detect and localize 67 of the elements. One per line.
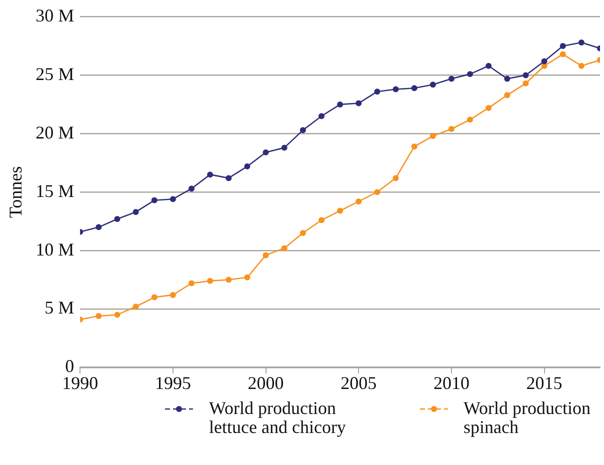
point: [170, 196, 176, 202]
point: [374, 88, 380, 95]
point: [356, 198, 362, 204]
point: [337, 208, 344, 214]
point: [467, 116, 474, 123]
point: [300, 230, 306, 236]
y-tick-label: 30 M: [36, 6, 74, 26]
x-tick-label: 2015: [526, 372, 562, 393]
point: [337, 101, 344, 108]
point: [207, 278, 214, 284]
point: [318, 113, 324, 120]
point: [374, 189, 380, 196]
point: [114, 216, 120, 222]
point: [244, 163, 250, 170]
y-tick-label: 5 M: [44, 298, 74, 318]
point: [170, 292, 176, 298]
point: [132, 208, 139, 215]
point: [281, 144, 288, 151]
point: [448, 126, 454, 132]
point: [392, 175, 399, 182]
point: [578, 62, 584, 69]
point: [151, 294, 158, 300]
x-tick-label: 2010: [433, 372, 470, 393]
point: [411, 85, 418, 92]
point: [188, 280, 195, 286]
point: [281, 245, 288, 252]
point: [226, 276, 232, 283]
point: [467, 71, 474, 78]
point: [114, 312, 120, 318]
point: [541, 58, 548, 64]
point: [300, 127, 306, 134]
point: [96, 224, 102, 230]
point: [318, 217, 324, 224]
y-tick-label: 25 M: [36, 64, 74, 84]
point: [522, 80, 529, 86]
point: [560, 43, 566, 50]
legend-label: World production spinach: [464, 398, 592, 437]
point: [96, 312, 102, 319]
point: [392, 86, 399, 92]
y-axis-title: Tonnes: [6, 166, 26, 218]
point: [522, 72, 529, 78]
x-tick-label: 2005: [340, 372, 377, 393]
point: [262, 252, 269, 258]
point: [207, 172, 214, 178]
x-tick-label: 1995: [154, 372, 191, 393]
point: [448, 76, 454, 82]
point: [504, 92, 510, 98]
point: [411, 144, 418, 150]
point: [560, 51, 566, 58]
point: [430, 133, 436, 140]
point: [486, 104, 492, 111]
point: [151, 197, 158, 204]
point: [430, 82, 436, 88]
point: [578, 40, 584, 46]
x-tick-label: 2000: [248, 372, 284, 393]
point: [226, 175, 232, 182]
point: [188, 186, 195, 192]
point: [486, 62, 492, 69]
point: [504, 76, 510, 82]
point: [132, 304, 139, 310]
legend-label: World production lettuce and chicory: [209, 398, 347, 437]
point: [356, 100, 362, 106]
y-tick-label: 20 M: [36, 122, 74, 142]
point: [262, 149, 269, 156]
y-tick-label: 10 M: [36, 239, 74, 260]
y-tick-label: 15 M: [36, 180, 74, 201]
point: [244, 274, 250, 280]
